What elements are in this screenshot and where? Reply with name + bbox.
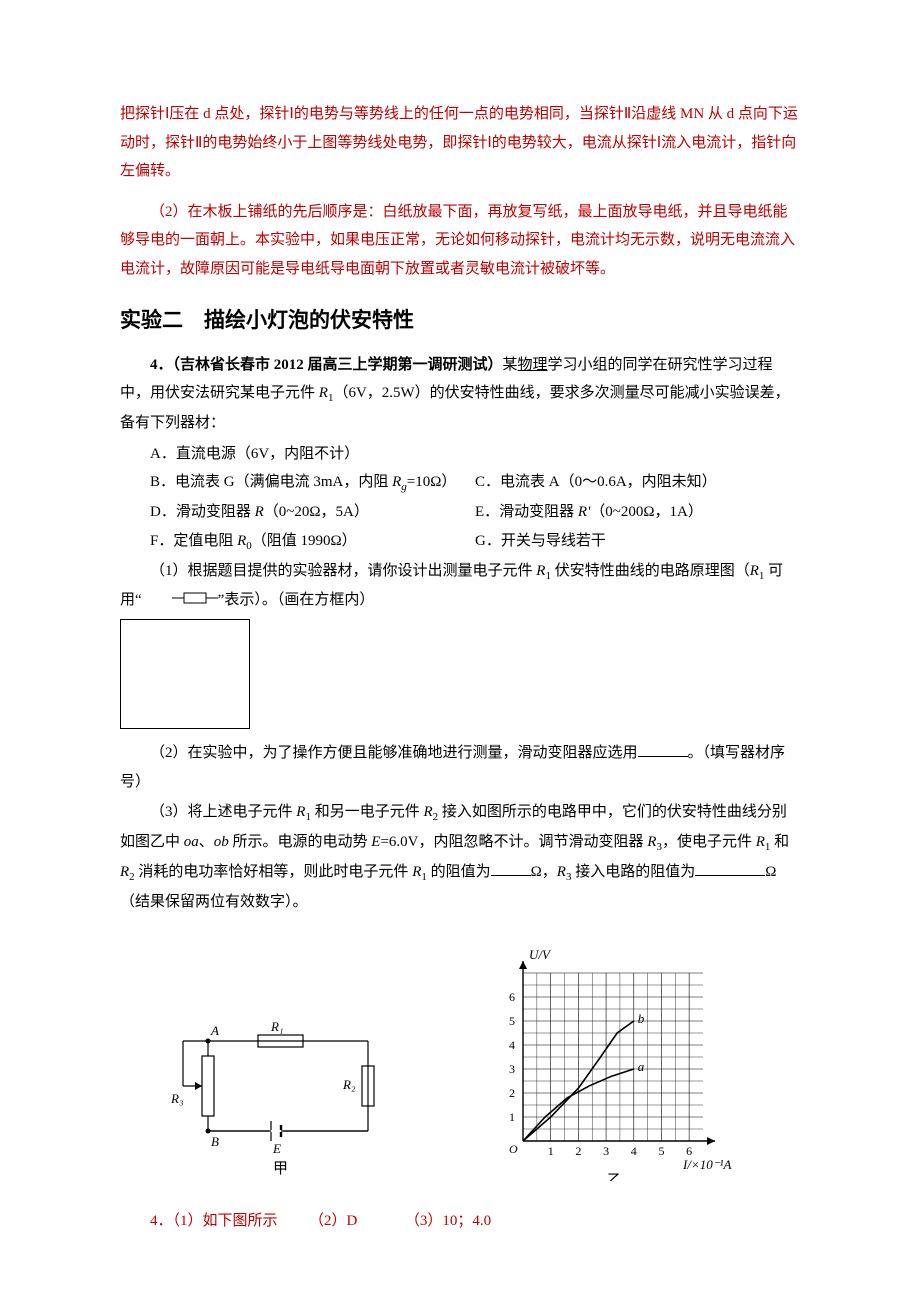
s3-r1b: R [756,834,765,850]
opt-b-text: B．电流表 G（满偏电流 3mA，内阻 [150,474,392,490]
q4-sub2: （2）在实验中，为了操作方便且能够准确地进行测量，滑动变阻器应选用。（填写器材序… [120,739,800,796]
q4-sub1-a: （1）根据题目提供的实验器材，请你设计出测量电子元件 [150,563,536,579]
opt-b-tail: =10Ω） [407,474,457,490]
svg-text:6: 6 [509,990,515,1004]
svg-text:5: 5 [658,1144,664,1158]
q4-lead: 4．（吉林省长春市 2012 届高三上学期第一调研测试）某物理学习小组的同学在研… [120,351,800,438]
ans4-a: 4．（1）如下图所示 [150,1213,278,1229]
q4-sub1-d: ”表示）。（画在方框内） [218,592,375,608]
s3-r2: R [423,804,432,820]
q4-sub1-r1b: R [750,563,759,579]
q4-sub1: （1）根据题目提供的实验器材，请你设计出测量电子元件 R1 伏安特性曲线的电路原… [120,557,800,616]
exp2-heading: 实验二 描绘小灯泡的伏安特性 [120,301,800,341]
svg-text:a: a [637,1059,644,1074]
q4-lead-underline: 物理 [518,357,548,373]
s3-r3b: R [557,864,566,880]
circuit-figure: A B R₃ R₁ R₂ E甲 [163,1011,393,1192]
svg-text:B: B [211,1134,219,1149]
svg-text:6: 6 [686,1144,692,1158]
s3-r1c: R [412,864,421,880]
svg-text:R₃: R₃ [170,1091,183,1106]
s3e: 所示。电源的电动势 [229,834,372,850]
prev-answer-p2: （2）在木板上铺纸的先后顺序是：白纸放最下面，再放复写纸，最上面放导电纸，并且导… [120,198,800,284]
opt-f-b: （阻值 1990Ω） [252,533,357,549]
opt-e-r: R' [578,504,590,520]
opt-f: F．定值电阻 R0（阻值 1990Ω） [150,527,475,557]
s3d1: 、 [199,834,214,850]
opt-f-r: R [237,533,246,549]
svg-text:A: A [210,1023,219,1038]
ans4-c: （3）10；4.0 [405,1213,491,1229]
opt-b: B．电流表 G（满偏电流 3mA，内阻 Rg=10Ω） [150,468,475,498]
opt-d-r: R [255,504,264,520]
opt-e-b: （0~200Ω，1A） [590,504,703,520]
svg-text:乙: 乙 [607,1173,622,1181]
svg-text:4: 4 [509,1038,515,1052]
s3-r2b: R [120,864,129,880]
figure-row: A B R₃ R₁ R₂ E甲 1 2 3 4 5 6 1 2 3 4 5 6 O U/V I/×10⁻¹A a b 乙 [120,946,800,1192]
svg-text:O: O [509,1142,518,1156]
s3a: （3）将上述电子元件 [150,804,296,820]
circuit-draw-box [120,619,250,729]
opt-a: A．直流电源（6V，内阻不计） [150,440,800,469]
svg-text:E: E [272,1141,281,1156]
s3l: 接入电路的阻值为 [571,864,695,880]
opt-d-a: D．滑动变阻器 [150,504,255,520]
svg-text:1: 1 [547,1144,553,1158]
svg-text:b: b [637,1011,644,1026]
opt-b-rg: R [392,474,401,490]
opt-e-a: E．滑动变阻器 [475,504,578,520]
blank-3 [695,875,765,876]
answer-4: 4．（1）如下图所示 （2）D （3）10；4.0 [150,1207,800,1236]
svg-text:1: 1 [509,1110,515,1124]
svg-text:I/×10⁻¹A: I/×10⁻¹A [682,1157,731,1172]
s3-ob: ob [214,834,229,850]
s3g: ，使电子元件 [662,834,756,850]
svg-text:5: 5 [509,1014,515,1028]
q4-source-bold: 4．（吉林省长春市 2012 届高三上学期第一调研测试） [150,357,503,373]
opt-g: G．开关与导线若干 [475,527,800,557]
opt-f-a: F．定值电阻 [150,533,237,549]
s3h: 和 [770,834,789,850]
blank-1 [638,756,688,757]
svg-text:R₂: R₂ [342,1077,356,1092]
svg-text:3: 3 [603,1144,609,1158]
blank-2 [491,875,531,876]
opt-e: E．滑动变阻器 R'（0~200Ω，1A） [475,498,800,527]
svg-text:甲: 甲 [273,1161,288,1177]
s3b: 和另一电子元件 [311,804,424,820]
ans4-b: （2）D [309,1213,357,1229]
svg-text:2: 2 [575,1144,581,1158]
circuit-svg: A B R₃ R₁ R₂ E甲 [163,1011,393,1181]
q4-sub3: （3）将上述电子元件 R1 和另一电子元件 R2 接入如图所示的电路甲中，它们的… [120,798,800,916]
r1-symbol-icon [142,587,218,616]
opt-c: C．电流表 A（0～0.6A，内阻未知） [475,468,800,498]
s3k: Ω， [531,864,557,880]
svg-text:U/V: U/V [529,947,552,962]
s3-oa: oa [184,834,199,850]
s3f: =6.0V，内阻忽略不计。调节滑动变阻器 [380,834,647,850]
q4-lead-a: 某 [503,357,518,373]
opt-d: D．滑动变阻器 R（0~20Ω，5A） [150,498,475,527]
q4-sub1-b: 伏安特性曲线的电路原理图（ [551,563,750,579]
s3j: 的阻值为 [427,864,491,880]
opt-d-b: （0~20Ω，5A） [264,504,369,520]
chart-svg: 1 2 3 4 5 6 1 2 3 4 5 6 O U/V I/×10⁻¹A a b 乙 [478,946,758,1181]
s3i: 消耗的电功率恰好相等，则此时电子元件 [135,864,413,880]
q4-r1: R [319,385,328,401]
svg-text:4: 4 [630,1144,636,1158]
prev-answer-p1: 把探针Ⅰ压在 d 点处，探针Ⅰ的电势与等势线上的任何一点的电势相同，当探针Ⅱ沿虚… [120,100,800,186]
svg-text:2: 2 [509,1086,515,1100]
q4-sub2-text: （2）在实验中，为了操作方便且能够准确地进行测量，滑动变阻器应选用 [150,745,638,761]
svg-text:R₁: R₁ [270,1019,283,1034]
chart-figure: 1 2 3 4 5 6 1 2 3 4 5 6 O U/V I/×10⁻¹A a b 乙 [478,946,758,1192]
svg-text:3: 3 [509,1062,515,1076]
